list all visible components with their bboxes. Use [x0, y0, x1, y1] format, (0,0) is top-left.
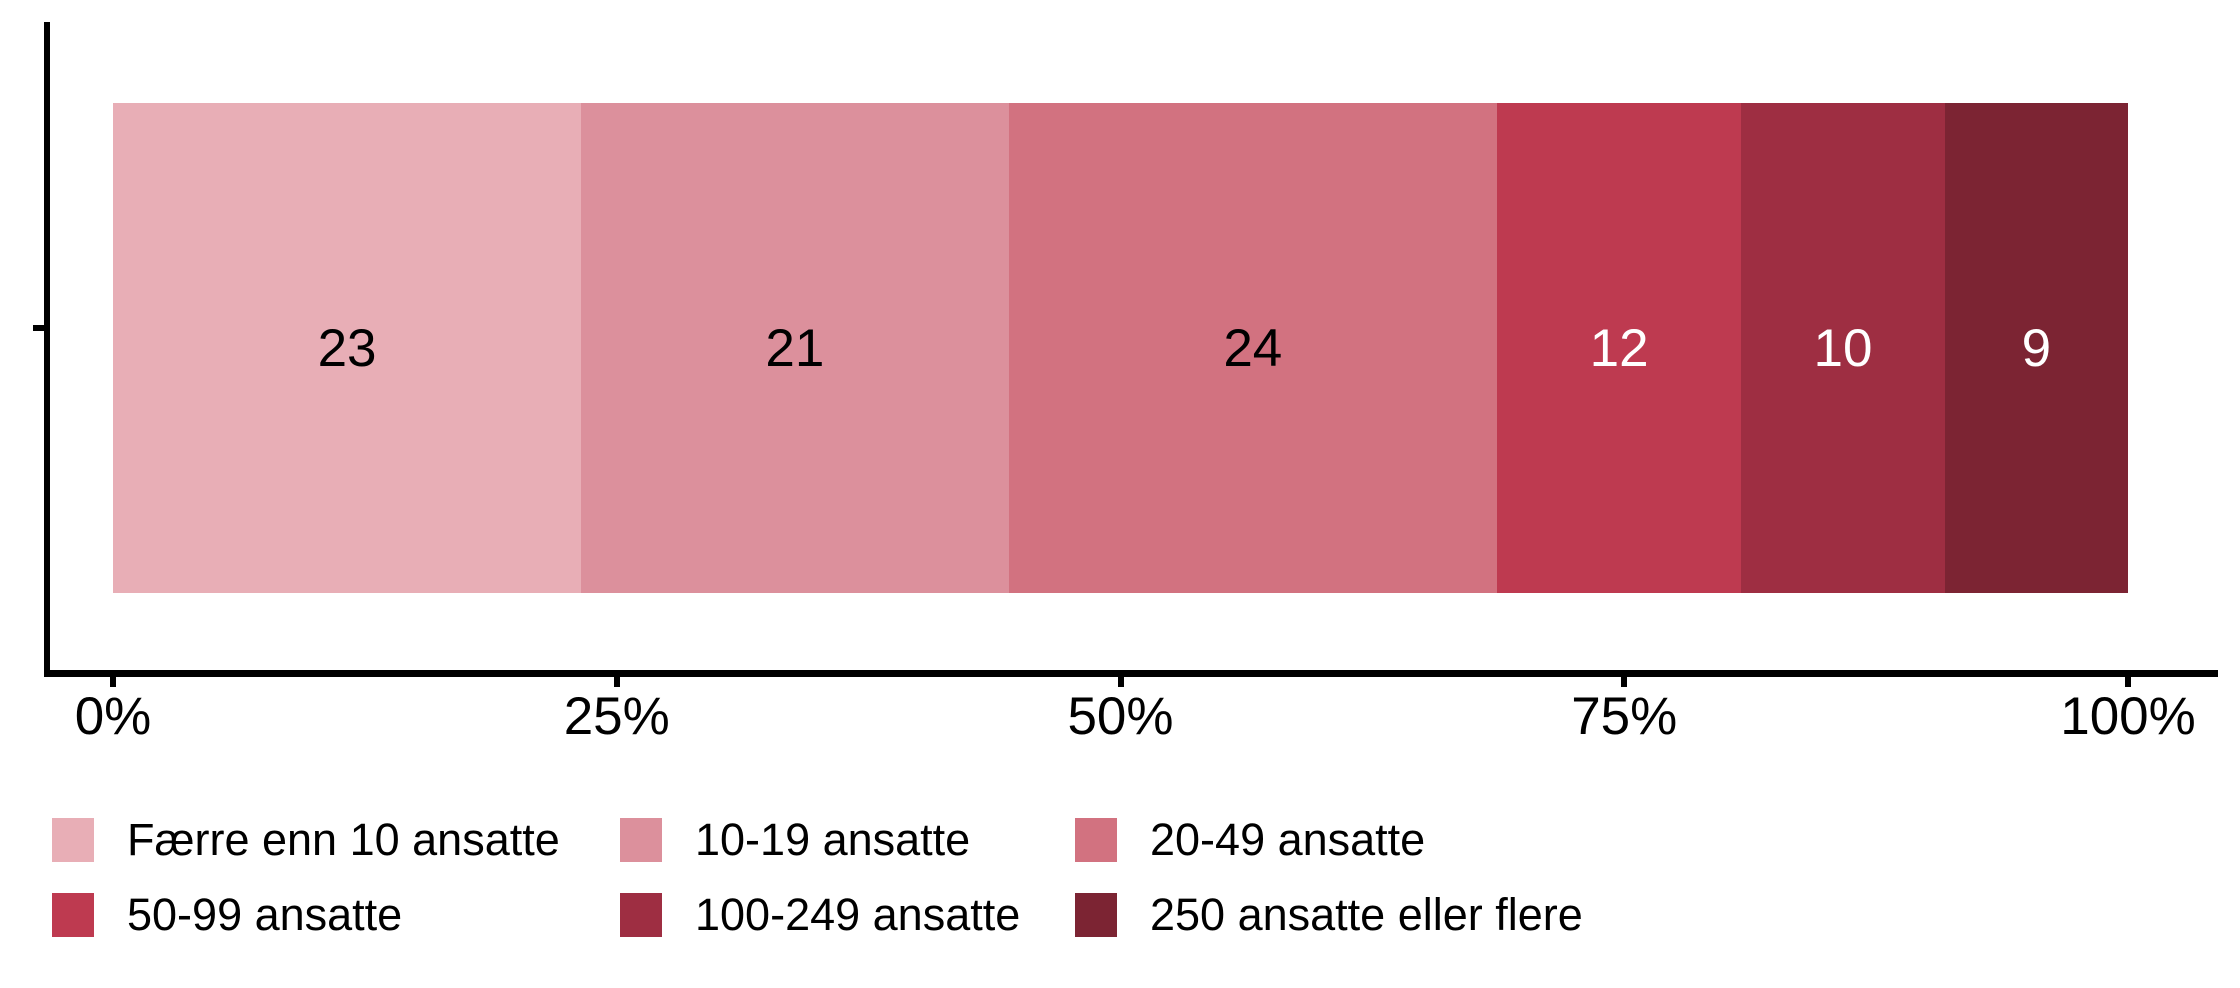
bar-segment-value: 21	[765, 318, 825, 378]
x-axis-tick	[1621, 677, 1628, 687]
bar-segment-2: 21	[581, 103, 1009, 593]
y-axis-tick	[33, 325, 44, 331]
legend-item-5: 100-249 ansatte	[620, 889, 1075, 940]
bar-segment-1: 23	[113, 103, 582, 593]
bar-segment-3: 24	[1008, 103, 1498, 593]
stacked-bar: 23 21 24 12 10 9	[113, 103, 2128, 593]
legend-swatch	[620, 893, 662, 937]
legend-label: 10-19 ansatte	[695, 814, 971, 865]
legend-swatch	[620, 818, 662, 862]
legend-item-6: 250 ansatte eller flere	[1075, 889, 1583, 940]
legend-item-4: 50-99 ansatte	[52, 889, 620, 940]
bar-segment-6: 9	[1944, 103, 2128, 593]
bar-segment-value: 10	[1813, 318, 1873, 378]
x-axis-tick	[2125, 677, 2131, 687]
x-axis-tick	[110, 677, 116, 687]
legend-swatch	[1075, 818, 1117, 862]
legend-item-1: Færre enn 10 ansatte	[52, 814, 620, 865]
legend-label: 250 ansatte eller flere	[1150, 889, 1583, 940]
x-axis-ticks	[110, 677, 2131, 687]
legend-label: 50-99 ansatte	[127, 889, 403, 940]
bar-segment-value: 23	[317, 318, 377, 378]
x-axis-tick	[613, 677, 620, 687]
x-axis-tick-label: 25%	[563, 687, 670, 746]
legend-item-3: 20-49 ansatte	[1075, 814, 1583, 865]
x-axis-tick-label: 75%	[1571, 687, 1678, 746]
legend-swatch	[52, 893, 94, 937]
legend-item-2: 10-19 ansatte	[620, 814, 1075, 865]
bar-segment-value: 9	[2021, 318, 2052, 378]
x-axis-tick	[1117, 677, 1124, 687]
x-axis-tick-label: 50%	[1067, 687, 1174, 746]
x-axis-line	[44, 670, 2218, 677]
bar-segment-value: 24	[1223, 318, 1283, 378]
bar-segment-5: 10	[1741, 103, 1945, 593]
bar-segment-4: 12	[1497, 103, 1742, 593]
y-axis-line	[44, 22, 50, 677]
legend-label: 100-249 ansatte	[695, 889, 1021, 940]
legend-label: 20-49 ansatte	[1150, 814, 1426, 865]
legend: Færre enn 10 ansatte 10-19 ansatte 20-49 a…	[52, 814, 1583, 940]
bar-segment-value: 12	[1589, 318, 1649, 378]
x-axis-tick-label: 100%	[2060, 687, 2196, 746]
legend-swatch	[1075, 893, 1117, 937]
x-axis-tick-label: 0%	[74, 687, 152, 746]
x-axis-labels: 0% 25% 50% 75% 100%	[75, 687, 2196, 748]
legend-swatch	[52, 818, 94, 862]
legend-label: Færre enn 10 ansatte	[127, 814, 560, 865]
